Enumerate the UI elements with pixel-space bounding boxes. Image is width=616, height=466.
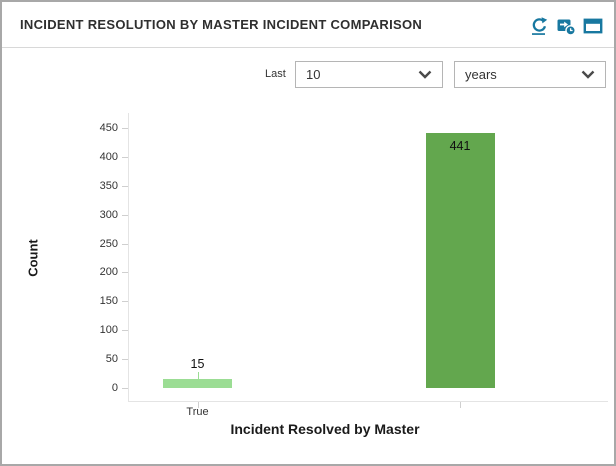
y-tick-label: 350 [99, 179, 118, 192]
x-axis-line [128, 401, 608, 402]
duration-count-value: 10 [306, 67, 321, 82]
bar-value-label: 15 [190, 357, 205, 371]
chevron-down-icon [418, 70, 432, 79]
duration-count-dropdown[interactable]: 10 [295, 61, 443, 88]
y-tick [122, 214, 128, 216]
header-divider [2, 47, 614, 48]
bar-value-connector [197, 372, 199, 379]
y-tick [122, 272, 128, 274]
x-category-label: True [186, 406, 209, 418]
y-tick [122, 243, 128, 245]
duration-unit-value: years [465, 67, 497, 82]
duration-unit-dropdown[interactable]: years [454, 61, 606, 88]
bar[interactable] [163, 379, 232, 388]
y-tick [122, 185, 128, 187]
y-tick-label: 200 [99, 266, 118, 279]
y-tick [122, 388, 128, 389]
y-tick [122, 128, 128, 129]
y-tick-label: 250 [99, 237, 118, 250]
y-axis-line [128, 113, 129, 401]
chevron-down-icon [581, 70, 595, 79]
y-tick-label: 450 [99, 122, 118, 134]
y-tick [122, 301, 128, 303]
schedule-icon[interactable] [556, 16, 576, 36]
bar[interactable] [425, 133, 495, 388]
last-label: Last [265, 68, 286, 80]
y-tick-label: 0 [111, 382, 118, 394]
y-axis-title: Count [25, 239, 41, 277]
y-tick-label: 150 [99, 295, 118, 308]
widget-toolbar [529, 16, 603, 36]
y-tick [122, 359, 128, 361]
y-tick-label: 400 [99, 150, 118, 163]
x-tick [460, 402, 461, 408]
y-tick-label: 300 [99, 208, 118, 221]
y-tick-label: 100 [99, 324, 118, 337]
y-tick [122, 156, 128, 158]
refresh-icon[interactable] [529, 16, 549, 36]
x-axis-title: Incident Resolved by Master [230, 421, 420, 437]
y-tick [122, 330, 128, 332]
bar-chart: Count 0 50 100 150 200 250 300 350 400 450 15 True 4… [2, 94, 614, 464]
maximize-icon[interactable] [583, 16, 603, 36]
y-tick-label: 50 [105, 353, 118, 366]
widget-title: INCIDENT RESOLUTION BY MASTER INCIDENT C… [20, 17, 423, 32]
bar-value-label: 441 [449, 139, 471, 153]
x-tick [197, 402, 199, 408]
